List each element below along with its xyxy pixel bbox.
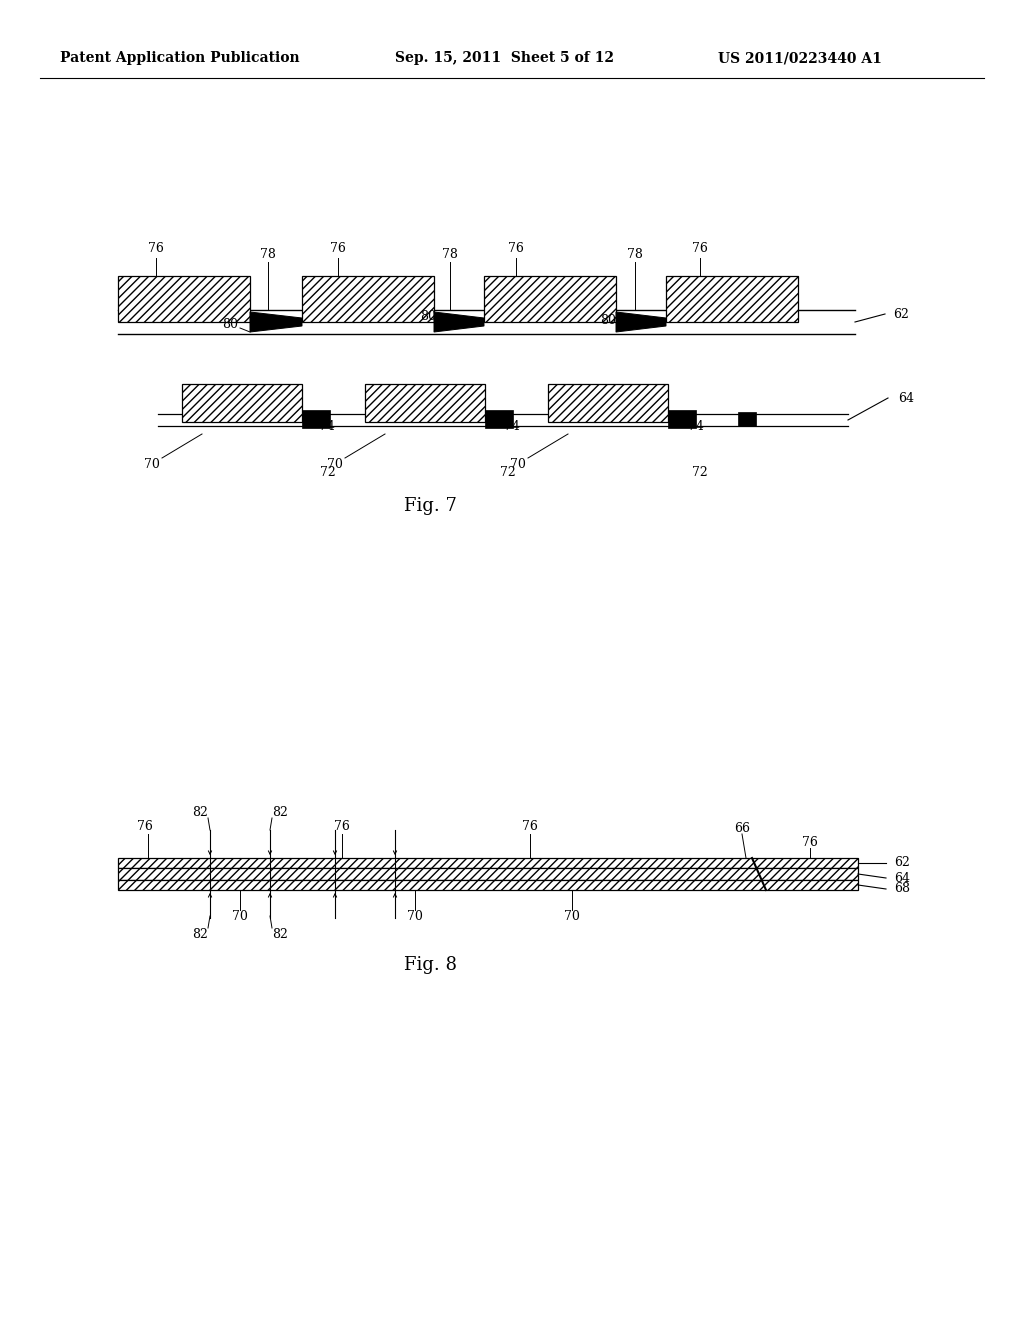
- Text: 74: 74: [319, 420, 335, 433]
- Text: 76: 76: [508, 242, 524, 255]
- Bar: [666, 276, 798, 322]
- Text: 78: 78: [442, 248, 458, 260]
- Bar: [118, 869, 858, 880]
- Text: 76: 76: [522, 820, 538, 833]
- Text: 70: 70: [564, 909, 580, 923]
- Text: US 2011/0223440 A1: US 2011/0223440 A1: [718, 51, 882, 65]
- Text: 80: 80: [600, 314, 616, 326]
- Text: 70: 70: [232, 909, 248, 923]
- Polygon shape: [616, 312, 666, 333]
- Bar: [182, 384, 302, 422]
- Text: 70: 70: [327, 458, 343, 470]
- Bar: [118, 276, 250, 322]
- Text: 72: 72: [500, 466, 516, 479]
- Text: 68: 68: [894, 883, 910, 895]
- Text: 70: 70: [510, 458, 526, 470]
- Text: 70: 70: [408, 909, 423, 923]
- Text: 76: 76: [137, 820, 153, 833]
- Text: Sep. 15, 2011  Sheet 5 of 12: Sep. 15, 2011 Sheet 5 of 12: [395, 51, 614, 65]
- Text: 82: 82: [272, 805, 288, 818]
- Text: 82: 82: [272, 928, 288, 940]
- Text: 62: 62: [893, 308, 909, 321]
- Text: 64: 64: [894, 871, 910, 884]
- Bar: [302, 276, 434, 322]
- Text: 66: 66: [734, 821, 750, 834]
- Text: 82: 82: [193, 805, 208, 818]
- Bar: [668, 411, 696, 428]
- Text: 76: 76: [148, 242, 164, 255]
- Bar: [118, 858, 858, 869]
- Text: 78: 78: [260, 248, 275, 260]
- Text: 80: 80: [222, 318, 238, 331]
- Bar: [302, 411, 330, 428]
- Polygon shape: [250, 312, 302, 333]
- Bar: [738, 412, 756, 426]
- Text: 78: 78: [627, 248, 643, 260]
- Text: 80: 80: [420, 310, 436, 323]
- Bar: [485, 411, 513, 428]
- Text: 76: 76: [334, 820, 350, 833]
- Polygon shape: [434, 312, 484, 333]
- Text: 72: 72: [692, 466, 708, 479]
- Text: 70: 70: [144, 458, 160, 470]
- Text: 82: 82: [193, 928, 208, 940]
- Text: 74: 74: [504, 420, 520, 433]
- Bar: [548, 384, 668, 422]
- Bar: [118, 880, 858, 890]
- Text: 62: 62: [894, 857, 910, 870]
- Text: Patent Application Publication: Patent Application Publication: [60, 51, 300, 65]
- Text: 72: 72: [321, 466, 336, 479]
- Text: 76: 76: [692, 242, 708, 255]
- Text: 74: 74: [688, 420, 703, 433]
- Text: Fig. 7: Fig. 7: [403, 498, 457, 515]
- Text: Fig. 8: Fig. 8: [403, 956, 457, 974]
- Text: 76: 76: [330, 242, 346, 255]
- Text: 64: 64: [898, 392, 914, 404]
- Bar: [365, 384, 485, 422]
- Bar: [484, 276, 616, 322]
- Text: 76: 76: [802, 836, 818, 849]
